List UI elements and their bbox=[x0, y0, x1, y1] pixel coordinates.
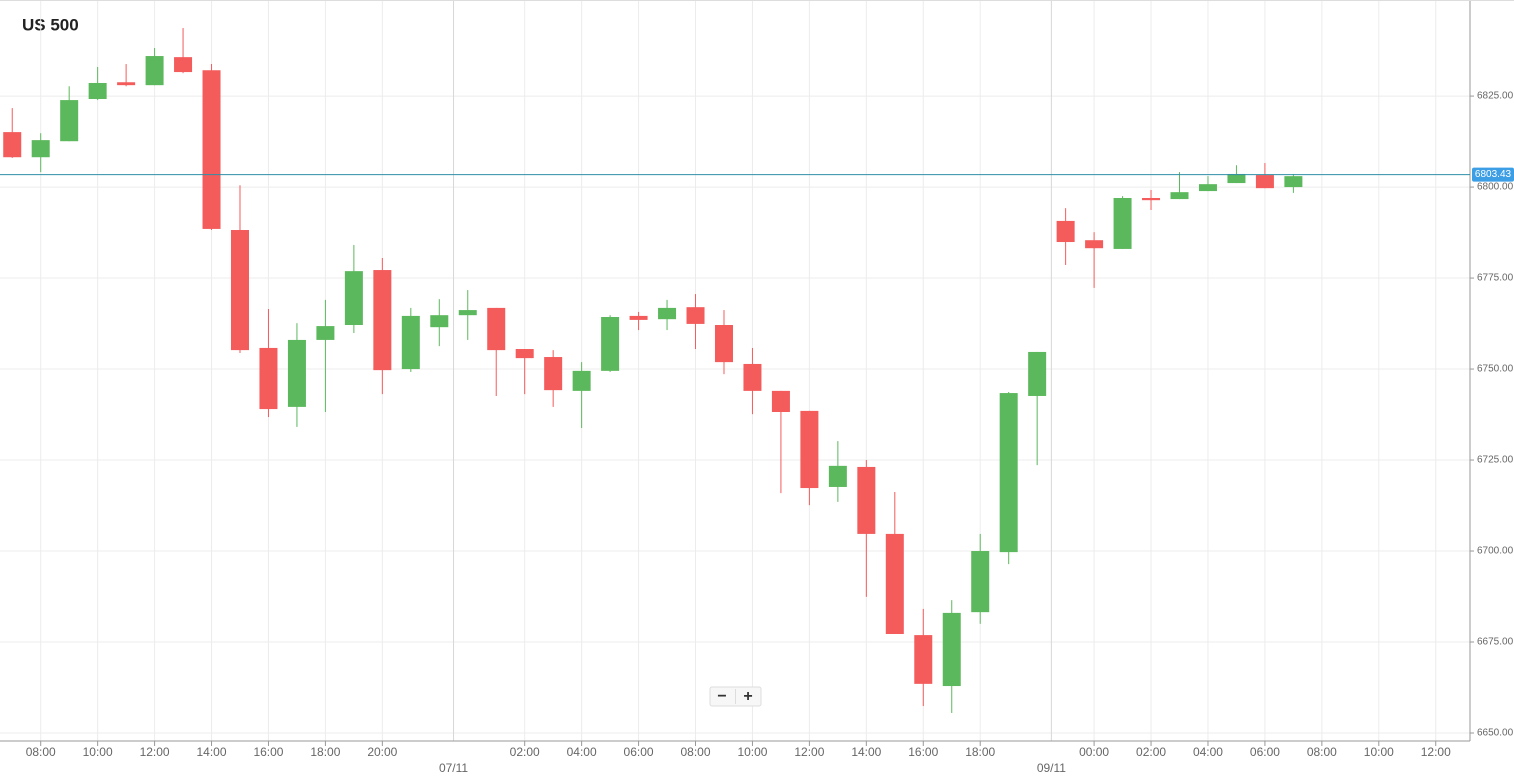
candle-body bbox=[1170, 192, 1189, 200]
candle-body bbox=[202, 70, 221, 229]
candle-body bbox=[430, 315, 449, 328]
y-tick-label: 6700.00 bbox=[1477, 546, 1514, 557]
current-price-badge bbox=[1472, 167, 1514, 182]
y-tick-label: 6725.00 bbox=[1477, 455, 1514, 466]
candle-body bbox=[287, 339, 306, 407]
candle-body bbox=[572, 370, 591, 391]
candle-body bbox=[60, 100, 79, 142]
candle-body bbox=[658, 307, 677, 320]
x-tick-label: 10:00 bbox=[83, 745, 113, 759]
candle-body bbox=[344, 271, 363, 326]
candle-body bbox=[629, 315, 648, 320]
candle-body bbox=[743, 363, 762, 391]
candle-body bbox=[1028, 351, 1047, 396]
y-tick-label: 6675.00 bbox=[1477, 637, 1514, 648]
candle-body bbox=[3, 132, 22, 158]
x-tick-label: 12:00 bbox=[140, 745, 170, 759]
zoom-controls: − + bbox=[709, 686, 762, 707]
candle-body bbox=[942, 612, 961, 687]
x-tick-label: 08:00 bbox=[26, 745, 56, 759]
candle-body bbox=[828, 465, 847, 487]
zoom-in-button[interactable]: + bbox=[743, 688, 752, 705]
x-tick-label: 18:00 bbox=[310, 745, 340, 759]
y-tick-label: 6800.00 bbox=[1477, 182, 1514, 193]
chart-title: US 500 bbox=[22, 15, 79, 34]
candle-body bbox=[601, 316, 620, 371]
candle-body bbox=[458, 310, 477, 316]
y-tick-label: 6825.00 bbox=[1477, 91, 1514, 102]
x-tick-label: 14:00 bbox=[197, 745, 227, 759]
candle-body bbox=[117, 82, 136, 86]
x-tick-label: 08:00 bbox=[1307, 745, 1337, 759]
y-tick-label: 6775.00 bbox=[1477, 273, 1514, 284]
x-tick-label: 12:00 bbox=[1421, 745, 1451, 759]
candle-body bbox=[515, 349, 534, 359]
candle-body bbox=[1198, 184, 1217, 192]
candle-body bbox=[1227, 173, 1246, 184]
candle-body bbox=[1056, 220, 1075, 243]
x-tick-label: 02:00 bbox=[510, 745, 540, 759]
x-tick-label: 10:00 bbox=[737, 745, 767, 759]
current-price-label: 6803.43 bbox=[1475, 169, 1512, 180]
x-tick-label: 04:00 bbox=[1193, 745, 1223, 759]
candle-body bbox=[1085, 240, 1104, 249]
candle-body bbox=[31, 140, 50, 158]
x-day-label: 07/11 bbox=[439, 761, 468, 775]
x-tick-label: 20:00 bbox=[367, 745, 397, 759]
candle-body bbox=[857, 466, 876, 534]
x-tick-label: 08:00 bbox=[680, 745, 710, 759]
x-tick-label: 16:00 bbox=[253, 745, 283, 759]
candle-body bbox=[373, 270, 392, 371]
candle-body bbox=[401, 315, 420, 370]
x-tick-label: 06:00 bbox=[1250, 745, 1280, 759]
x-tick-label: 04:00 bbox=[567, 745, 597, 759]
candle-body bbox=[800, 410, 819, 489]
candle-body bbox=[544, 357, 563, 391]
candle-body bbox=[771, 390, 790, 412]
candle-body bbox=[259, 347, 278, 410]
candle-body bbox=[1255, 175, 1274, 189]
x-tick-label: 10:00 bbox=[1364, 745, 1394, 759]
candle-body bbox=[1142, 197, 1161, 201]
x-tick-label: 00:00 bbox=[1079, 745, 1109, 759]
candle-body bbox=[914, 635, 933, 684]
candle-body bbox=[885, 533, 904, 634]
x-tick-label: 02:00 bbox=[1136, 745, 1166, 759]
x-tick-label: 16:00 bbox=[908, 745, 938, 759]
candle-body bbox=[686, 307, 705, 324]
x-tick-label: 14:00 bbox=[851, 745, 881, 759]
candle-body bbox=[487, 307, 506, 351]
candle-body bbox=[714, 325, 733, 363]
candle-body bbox=[999, 393, 1018, 553]
x-tick-label: 06:00 bbox=[624, 745, 654, 759]
candle-body bbox=[174, 57, 193, 73]
x-tick-label: 18:00 bbox=[965, 745, 995, 759]
x-tick-label: 12:00 bbox=[794, 745, 824, 759]
x-day-label: 09/11 bbox=[1037, 761, 1066, 775]
candle-body bbox=[145, 56, 164, 86]
candle-body bbox=[230, 230, 249, 351]
candle-body bbox=[971, 551, 990, 613]
candle-body bbox=[316, 326, 335, 340]
candle-body bbox=[1284, 176, 1303, 188]
candle-body bbox=[88, 82, 107, 99]
y-tick-label: 6750.00 bbox=[1477, 364, 1514, 375]
zoom-out-button[interactable]: − bbox=[717, 688, 726, 705]
candle-body bbox=[1113, 197, 1132, 249]
y-tick-label: 6650.00 bbox=[1477, 728, 1514, 739]
